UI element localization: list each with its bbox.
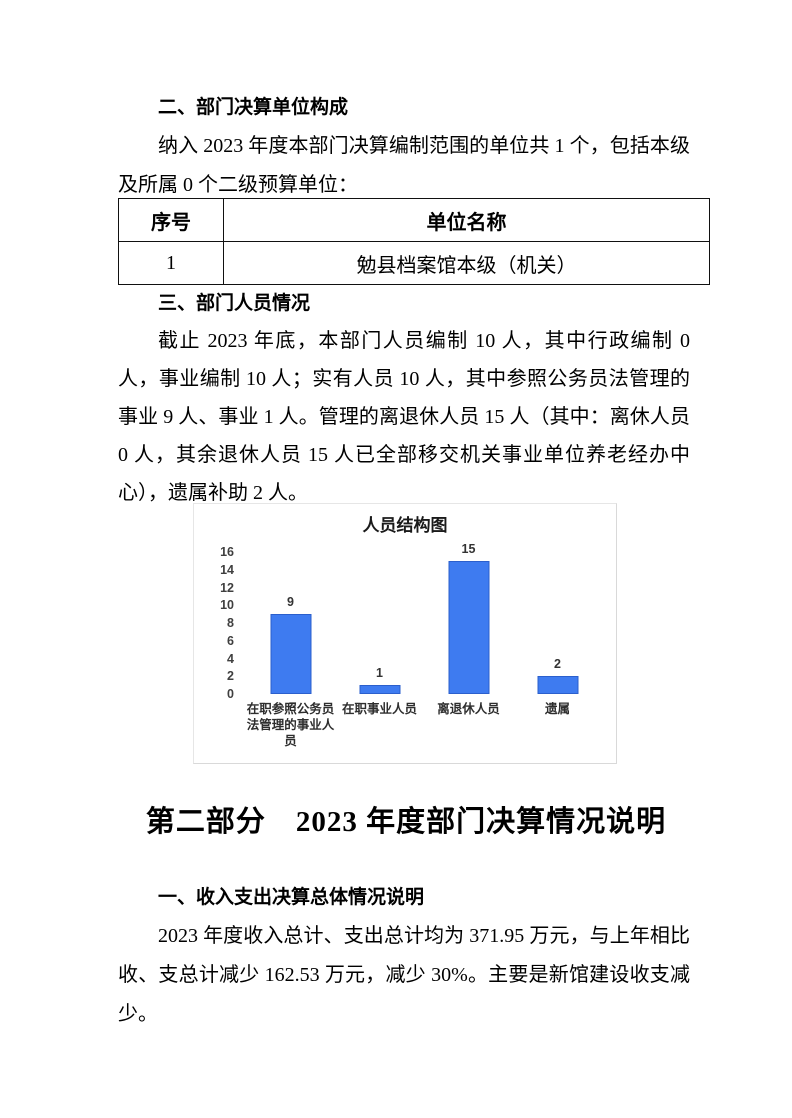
paragraph-unit-scope: 纳入 2023 年度本部门决算编制范围的单位共 1 个，包括本级及所属 0 个二… (118, 135, 690, 196)
y-axis-tick-label: 12 (220, 580, 234, 595)
chart-category-axis: 在职参照公务员法管理的事业人员 在职事业人员 离退休人员 遗属 (246, 701, 602, 749)
table-row: 1 勉县档案馆本级（机关） (118, 241, 710, 285)
chart-column: 2 (513, 552, 602, 694)
y-axis-tick-label: 14 (220, 562, 234, 577)
chart-plot-area: 9 1 15 2 (246, 542, 602, 694)
section-heading-unit-composition: 二、部门决算单位构成 (158, 97, 349, 118)
chart-bar-value-label: 15 (461, 541, 476, 556)
table-header-index: 序号 (118, 198, 224, 242)
chart-column: 9 (246, 552, 335, 694)
section-heading-personnel: 三、部门人员情况 (158, 293, 311, 314)
chart-category-label: 离退休人员 (437, 702, 500, 716)
chart-column: 1 (335, 552, 424, 694)
y-axis-tick-label: 4 (227, 651, 234, 666)
chart-bar (270, 614, 311, 694)
chart-bar-value-label: 9 (287, 595, 294, 610)
paragraph-totals: 2023 年度收入总计、支出总计均为 371.95 万元，与上年相比收、支总计减… (118, 925, 690, 1025)
units-table: 序号 单位名称 1 勉县档案馆本级（机关） (118, 198, 710, 285)
part2-title: 第二部分 2023 年度部门决算情况说明 (145, 806, 667, 838)
chart-bar-value-label: 1 (376, 666, 383, 681)
y-axis-tick-label: 8 (227, 616, 234, 630)
section-heading-income-expenditure: 一、收入支出决算总体情况说明 (158, 887, 425, 908)
y-axis-tick-label: 0 (227, 687, 234, 701)
table-cell-index: 1 (118, 241, 224, 285)
chart-category-label: 在职事业人员 (341, 702, 417, 716)
chart-bar (537, 676, 578, 694)
table-cell-unit-name: 勉县档案馆本级（机关） (223, 241, 710, 285)
table-header-unit-name: 单位名称 (223, 198, 710, 242)
chart-bar (448, 560, 489, 694)
chart-category-label: 在职参照公务员法管理的事业人员 (246, 702, 335, 748)
y-axis-tick-label: 6 (227, 633, 234, 648)
chart-bar (359, 685, 400, 694)
table-header-row: 序号 单位名称 (118, 198, 710, 242)
personnel-structure-chart: 人员结构图 9 1 15 2 在职参照公务员法管理的事业人员 在职事业人员 离退休人员 遗属… (193, 503, 617, 764)
paragraph-personnel: 截止 2023 年底，本部门人员编制 10 人，其中行政编制 0 人，事业编制 … (118, 330, 690, 504)
y-axis-tick-label: 2 (227, 669, 234, 684)
y-axis-tick-label: 16 (220, 545, 234, 559)
chart-bar-value-label: 2 (554, 657, 561, 672)
chart-category-label: 遗属 (544, 702, 570, 716)
y-axis-tick-label: 10 (220, 598, 234, 613)
chart-title: 人员结构图 (362, 516, 448, 535)
chart-column: 15 (424, 542, 513, 694)
